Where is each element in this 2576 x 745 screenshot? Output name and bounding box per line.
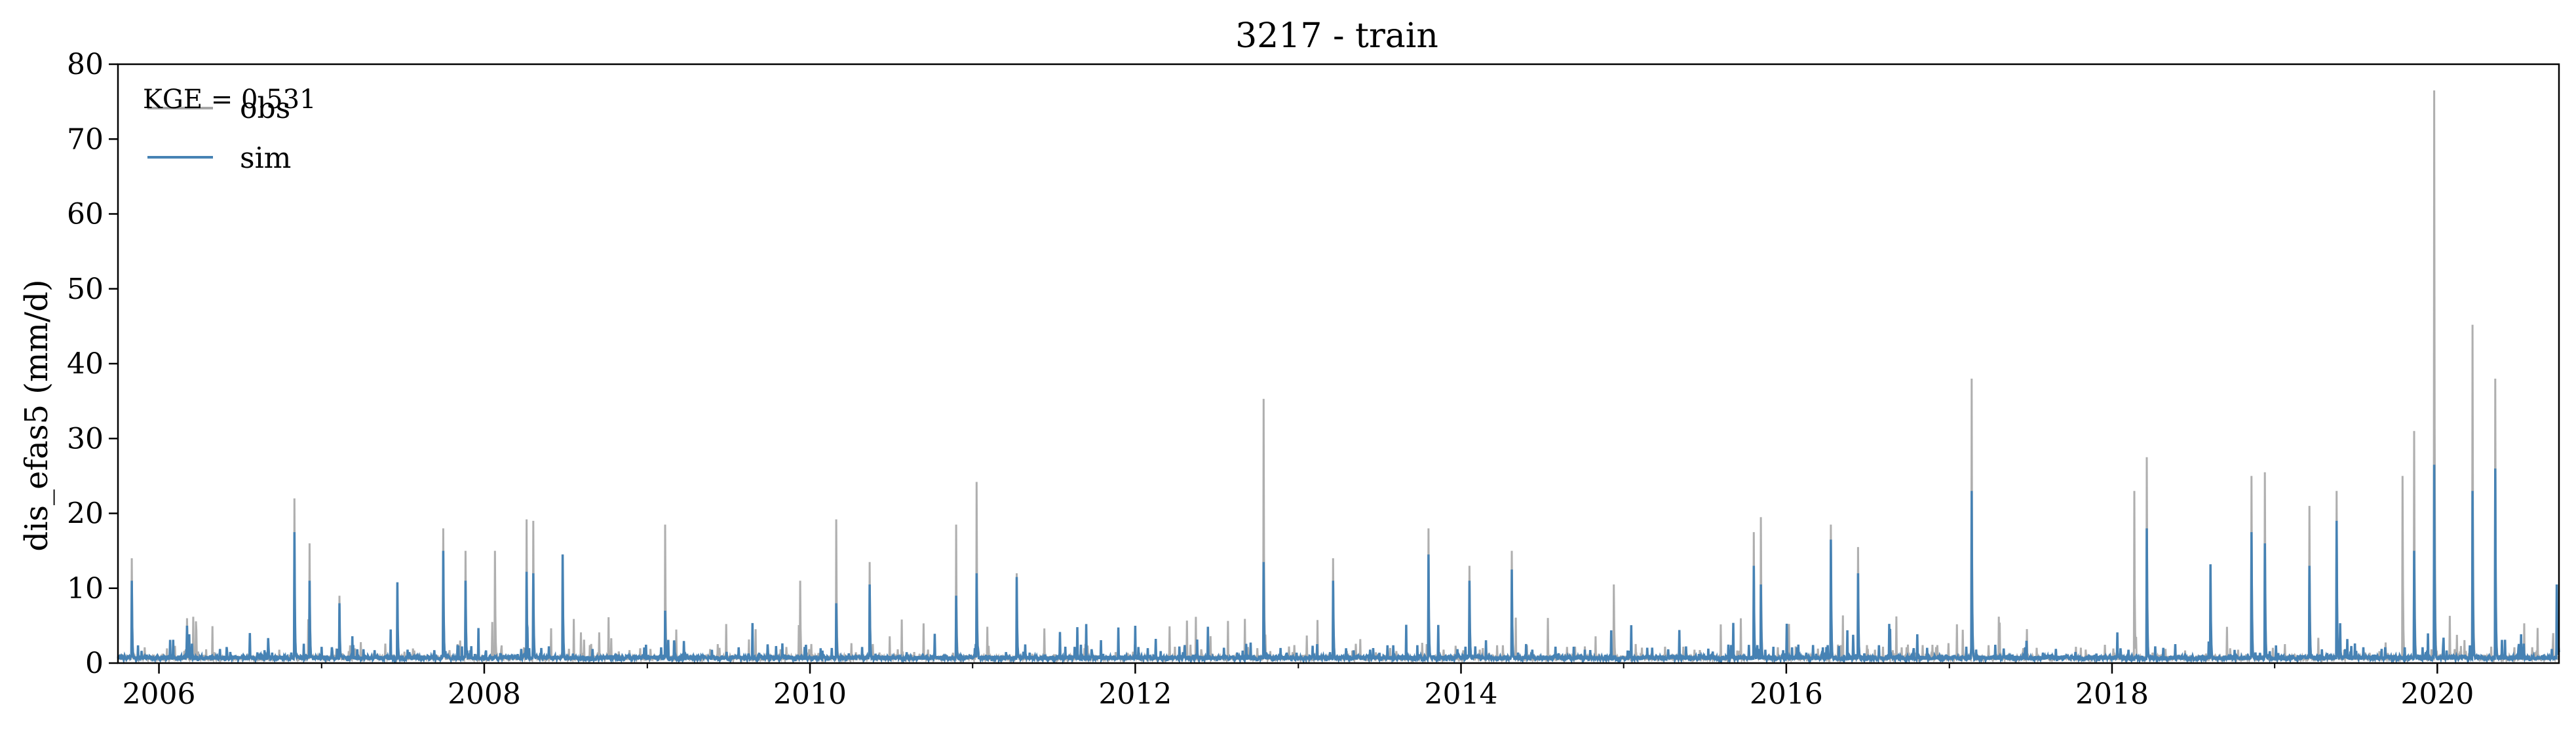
chart-title: 3217 - train bbox=[1235, 16, 1438, 56]
y-tick-label-70: 70 bbox=[67, 123, 104, 156]
x-tick-label-2006: 2006 bbox=[123, 678, 196, 711]
legend: obs sim bbox=[147, 92, 291, 175]
y-tick-label-80: 80 bbox=[67, 48, 104, 81]
series-layer bbox=[117, 90, 2560, 665]
x-tick-label-2010: 2010 bbox=[773, 678, 847, 711]
x-tick-label-2012: 2012 bbox=[1098, 678, 1172, 711]
y-tick-label-20: 20 bbox=[67, 497, 104, 531]
legend-label-sim: sim bbox=[240, 142, 291, 175]
series-line-sim bbox=[117, 465, 2560, 665]
y-tick-label-50: 50 bbox=[67, 273, 104, 306]
y-tick-label-40: 40 bbox=[67, 347, 104, 381]
x-tick-label-2020: 2020 bbox=[2400, 678, 2474, 711]
y-tick-label-60: 60 bbox=[67, 198, 104, 231]
y-axis-label: dis_efas5 (mm/d) bbox=[18, 279, 55, 551]
x-tick-label-2014: 2014 bbox=[1425, 678, 1498, 711]
y-tick-label-30: 30 bbox=[67, 422, 104, 455]
axes-layer: 0 10 20 30 40 50 60 70 80 2006 2008 2010 2012 2014 201… bbox=[67, 48, 2560, 711]
kge-annotation: KGE = 0.531 bbox=[143, 85, 317, 115]
x-tick-label-2018: 2018 bbox=[2075, 678, 2149, 711]
series-line-obs bbox=[117, 90, 2560, 664]
x-tick-label-2016: 2016 bbox=[1750, 678, 1823, 711]
x-tick-label-2008: 2008 bbox=[448, 678, 521, 711]
y-tick-label-10: 10 bbox=[67, 572, 104, 605]
y-tick-label-0: 0 bbox=[85, 647, 104, 680]
plot-frame bbox=[117, 63, 2560, 664]
legend-label-obs: obs bbox=[240, 92, 290, 125]
